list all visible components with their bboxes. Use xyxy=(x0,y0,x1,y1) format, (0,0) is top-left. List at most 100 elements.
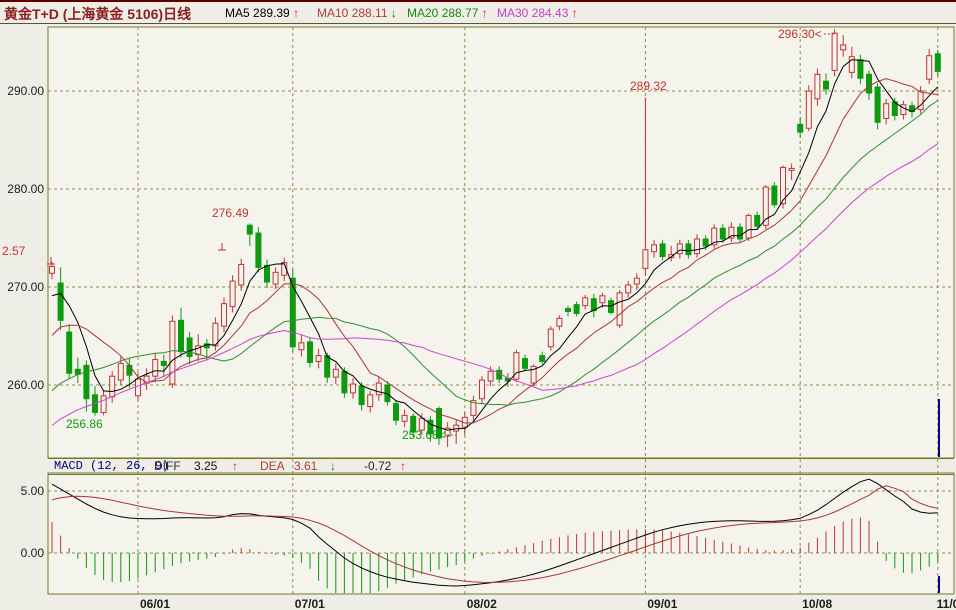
date-axis-label: 07/01 xyxy=(295,597,325,610)
title-bar: 黄金T+D (上海黄金 5106)日线 MA5 289.39 ↑ MA10 28… xyxy=(0,2,956,24)
candle xyxy=(332,363,339,385)
candle xyxy=(719,224,726,243)
ma5-legend: MA5 289.39 ↑ xyxy=(225,6,299,20)
ma5-value: 289.39 xyxy=(253,6,290,20)
candle xyxy=(57,267,64,331)
candle xyxy=(556,315,563,331)
candle xyxy=(530,364,537,386)
dea-down-arrow-icon: ↓ xyxy=(330,459,336,473)
candle xyxy=(616,289,623,329)
candle xyxy=(272,267,279,289)
diff-label: DIFF xyxy=(154,459,181,473)
candle xyxy=(642,97,649,276)
candle xyxy=(479,376,485,404)
price-annotation: 296.30< xyxy=(778,27,822,41)
candle xyxy=(934,49,941,77)
candle xyxy=(659,239,666,261)
macd-bar-value: -0.72 xyxy=(364,459,392,473)
ma10-value: 288.11 xyxy=(351,6,388,20)
candle xyxy=(427,416,434,442)
candle xyxy=(866,70,872,100)
ma30-value: 284.43 xyxy=(531,6,569,20)
ma5-label: MA5 xyxy=(225,6,250,20)
ma30-label: MA30 xyxy=(497,6,529,20)
price-annotation: 276.49 xyxy=(212,206,249,220)
dea-label: DEA xyxy=(260,459,285,473)
candle xyxy=(401,409,408,428)
price-axis-label: 290.00 xyxy=(7,84,44,98)
price-annotation: 2.57 xyxy=(2,244,26,258)
candle xyxy=(754,211,761,230)
candle xyxy=(762,185,769,230)
date-axis-label: 11/0 xyxy=(937,597,956,610)
date-axis-label: 10/08 xyxy=(802,597,832,610)
candle xyxy=(565,305,571,317)
candle xyxy=(66,324,73,380)
candle xyxy=(831,29,838,77)
ma30-line xyxy=(51,143,939,426)
main-panel xyxy=(47,26,955,459)
macd-bar-up-arrow-icon: ↑ xyxy=(400,459,406,473)
candle xyxy=(315,348,322,369)
candle xyxy=(694,234,700,258)
date-axis-label: 09/01 xyxy=(647,597,677,610)
candle xyxy=(797,117,804,139)
price-axis-label: 280.00 xyxy=(7,182,44,196)
candle xyxy=(840,35,847,57)
ma30-legend: MA30 284.43 ↑ xyxy=(497,6,578,20)
candle xyxy=(453,420,460,444)
ma20-label: MA20 xyxy=(407,6,439,20)
candle xyxy=(100,390,107,416)
candle xyxy=(745,213,752,241)
candle xyxy=(289,269,296,352)
price-annotation: 253.68< xyxy=(402,428,446,442)
candle xyxy=(152,352,159,383)
candle xyxy=(711,224,718,249)
candle xyxy=(883,98,890,125)
candle xyxy=(229,275,236,313)
candle xyxy=(367,390,374,413)
price-axis-label: 260.00 xyxy=(7,378,44,392)
candle xyxy=(393,399,399,426)
candle xyxy=(221,297,227,333)
candle xyxy=(246,223,253,246)
candle xyxy=(238,258,245,291)
candle xyxy=(788,163,795,181)
candle xyxy=(350,378,356,399)
candle xyxy=(375,377,382,401)
candle xyxy=(582,294,589,310)
candle xyxy=(848,46,855,79)
candle xyxy=(539,351,546,365)
ma20-legend: MA20 288.77 ↑ xyxy=(407,6,488,20)
ma10-legend: MA10 288.11 ↓ xyxy=(317,6,397,20)
candle xyxy=(651,239,657,258)
candle xyxy=(178,307,184,358)
price-annotation: 289.32 xyxy=(630,79,667,93)
candle xyxy=(470,395,477,422)
candle xyxy=(436,406,442,445)
price-annotation: 256.86 xyxy=(66,417,103,431)
candle xyxy=(780,165,786,209)
ma5-up-arrow-icon: ↑ xyxy=(293,6,300,20)
candle xyxy=(917,86,924,114)
ma20-value: 288.77 xyxy=(441,6,479,20)
date-axis-label: 08/02 xyxy=(467,597,497,610)
candle xyxy=(685,239,692,259)
candle xyxy=(668,245,675,262)
ma10-label: MA10 xyxy=(317,6,349,20)
macd-panel xyxy=(47,472,955,595)
candle xyxy=(926,48,933,85)
ma5-line xyxy=(51,59,939,431)
ma20-up-arrow-icon: ↑ xyxy=(481,6,488,20)
candle xyxy=(823,73,829,95)
diff-up-arrow-icon: ↑ xyxy=(232,459,238,473)
candle xyxy=(522,354,528,372)
candle xyxy=(298,335,305,357)
candle xyxy=(547,326,554,351)
dea-value: 3.61 xyxy=(294,459,318,473)
macd-params-label: MACD (12, 26, 9) xyxy=(54,459,170,473)
macd-dea-line xyxy=(51,485,938,583)
candle xyxy=(676,239,683,259)
candle xyxy=(728,222,735,242)
